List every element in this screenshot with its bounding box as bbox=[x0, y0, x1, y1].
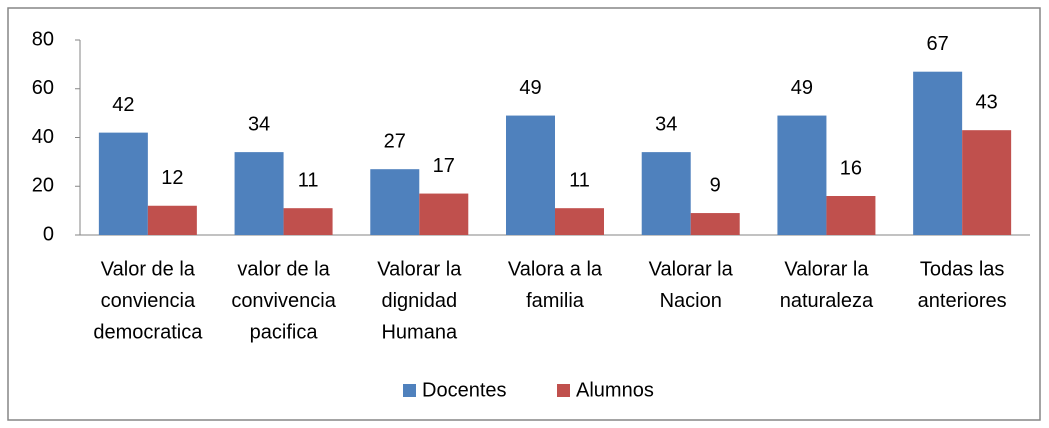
data-label: 27 bbox=[384, 130, 406, 152]
bar bbox=[555, 208, 604, 235]
bar bbox=[777, 115, 827, 235]
data-label: 49 bbox=[519, 77, 541, 99]
y-tick-label: 60 bbox=[32, 77, 54, 99]
legend-swatch bbox=[557, 384, 570, 397]
bar bbox=[641, 152, 691, 235]
bar bbox=[283, 208, 333, 235]
x-tick-label: anteriores bbox=[918, 290, 1007, 312]
bar bbox=[690, 213, 740, 235]
bar bbox=[826, 196, 876, 235]
x-tick-label: democratica bbox=[93, 321, 203, 343]
bar bbox=[962, 130, 1012, 235]
bar bbox=[370, 169, 420, 235]
data-label: 16 bbox=[840, 157, 862, 179]
data-label: 67 bbox=[927, 33, 949, 55]
x-tick-label: naturaleza bbox=[780, 290, 874, 312]
bar bbox=[419, 193, 469, 235]
bar bbox=[147, 205, 197, 235]
x-tick-label: valor de la bbox=[237, 258, 330, 280]
bar bbox=[506, 115, 555, 235]
x-tick-label: Valorar la bbox=[377, 258, 462, 280]
x-tick-label: familia bbox=[526, 290, 585, 312]
bar bbox=[913, 71, 963, 235]
data-label: 34 bbox=[248, 113, 270, 135]
x-tick-label: Humana bbox=[381, 321, 457, 343]
data-label: 43 bbox=[976, 91, 998, 113]
x-tick-label: dignidad bbox=[381, 290, 457, 312]
y-tick-label: 20 bbox=[32, 175, 54, 197]
y-tick-label: 80 bbox=[32, 28, 54, 50]
data-label: 17 bbox=[433, 155, 455, 177]
bar bbox=[98, 132, 148, 235]
x-tick-label: Valor de la bbox=[101, 258, 196, 280]
data-label: 9 bbox=[710, 174, 721, 196]
x-tick-label: Valorar la bbox=[649, 258, 734, 280]
legend-label: Alumnos bbox=[576, 379, 654, 401]
data-label: 11 bbox=[569, 169, 590, 191]
x-tick-label: conviencia bbox=[101, 290, 196, 312]
data-label: 49 bbox=[791, 77, 813, 99]
legend-swatch bbox=[403, 384, 416, 397]
y-tick-label: 40 bbox=[32, 126, 54, 148]
y-tick-label: 0 bbox=[43, 223, 54, 245]
x-tick-label: Valora a la bbox=[508, 258, 603, 280]
data-label: 12 bbox=[161, 167, 183, 189]
x-tick-label: pacifica bbox=[250, 321, 319, 343]
x-tick-label: Nacion bbox=[660, 290, 722, 312]
x-tick-label: Todas las bbox=[920, 258, 1005, 280]
bar bbox=[234, 152, 284, 235]
data-label: 42 bbox=[112, 94, 134, 116]
data-label: 11 bbox=[298, 169, 319, 191]
data-label: 34 bbox=[655, 113, 677, 135]
x-tick-label: Valorar la bbox=[784, 258, 869, 280]
legend-label: Docentes bbox=[422, 379, 507, 401]
x-tick-label: convivencia bbox=[231, 290, 336, 312]
